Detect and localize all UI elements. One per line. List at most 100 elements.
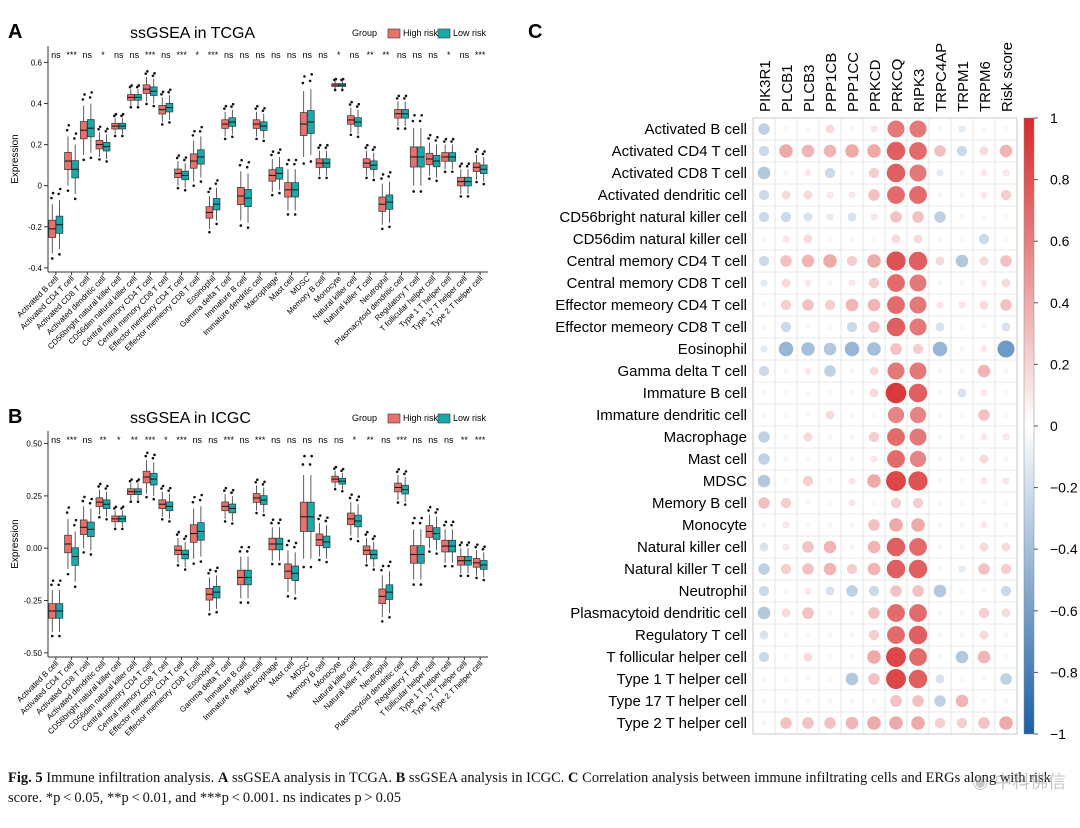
outlier-point (371, 537, 375, 541)
outlier-point (89, 553, 93, 556)
correlation-dot (912, 695, 924, 707)
significance-label: ** (382, 50, 390, 60)
outlier-point (458, 164, 462, 168)
outlier-point (427, 137, 430, 140)
outlier-point (130, 84, 133, 87)
outlier-point (57, 583, 60, 587)
correlation-dot (805, 500, 811, 506)
outlier-point (50, 196, 53, 200)
outlier-point (380, 227, 384, 231)
y-tick-label: 0 (38, 182, 43, 191)
outlier-point (467, 162, 471, 166)
outlier-point (373, 145, 376, 149)
correlation-dot (958, 565, 966, 573)
correlation-dot (823, 540, 837, 554)
correlation-dot (824, 167, 836, 179)
correlation-dot (889, 518, 903, 532)
outlier-point (246, 601, 250, 604)
correlation-dot (937, 236, 943, 242)
correlation-dot (804, 279, 812, 287)
colorbar-tick-label: 0.6 (1050, 233, 1070, 249)
outlier-point (160, 123, 164, 126)
outlier-point (160, 487, 163, 490)
significance-label: ns (444, 435, 454, 445)
correlation-dot (1003, 214, 1009, 220)
correlation-dot (999, 716, 1013, 730)
outlier-point (349, 537, 353, 541)
correlation-dot (980, 433, 988, 441)
column-label: PLCB3 (801, 64, 818, 112)
y-tick-label: 0.50 (26, 440, 42, 449)
correlation-dot (911, 716, 925, 730)
outlier-point (324, 146, 328, 149)
column-label: PRKCQ (889, 59, 906, 112)
significance-label: ** (99, 435, 107, 445)
significance-label: ns (224, 50, 234, 60)
correlation-dot (846, 585, 858, 597)
correlation-dot (937, 610, 943, 616)
outlier-point (476, 543, 479, 546)
correlation-dot (999, 144, 1013, 158)
outlier-point (83, 93, 86, 96)
outlier-point (121, 134, 124, 138)
correlation-dot (1002, 477, 1010, 485)
outlier-point (58, 634, 61, 638)
correlation-dot (959, 324, 965, 330)
correlation-dot (1001, 608, 1011, 618)
outlier-point (57, 192, 60, 196)
outlier-point (395, 97, 399, 100)
correlation-dot (909, 296, 927, 314)
correlation-dot (804, 587, 812, 595)
correlation-dot (759, 630, 769, 640)
outlier-point (168, 486, 172, 490)
correlation-dot (959, 368, 965, 374)
correlation-dot (909, 120, 927, 138)
correlation-dot (801, 254, 815, 268)
outlier-point (428, 505, 432, 509)
correlation-dot (868, 167, 880, 179)
column-label: RIPK3 (911, 69, 928, 112)
row-label: Central memory CD8 T cell (567, 275, 747, 292)
correlation-dot (827, 236, 833, 242)
outlier-point (325, 560, 328, 564)
caption-b: B (395, 770, 406, 786)
significance-label: *** (396, 435, 407, 445)
outlier-point (372, 178, 376, 182)
correlation-dot (780, 211, 792, 223)
outlier-point (467, 541, 471, 544)
outlier-point (208, 187, 212, 190)
significance-label: ns (51, 435, 61, 445)
correlation-dot (849, 544, 855, 550)
outlier-point (364, 533, 368, 536)
outlier-point (98, 125, 102, 129)
correlation-dot (825, 410, 835, 420)
row-label: Activated B cell (644, 121, 747, 138)
outlier-point (74, 132, 78, 135)
correlation-dot (805, 390, 811, 396)
outlier-point (160, 92, 163, 96)
outlier-point (381, 173, 385, 176)
correlation-dot (979, 146, 989, 156)
outlier-point (419, 583, 423, 586)
colorbar-tick-label: −0.2 (1050, 480, 1078, 496)
outlier-point (458, 543, 462, 547)
chart-title: ssGSEA in ICGC (130, 410, 251, 427)
outlier-point (200, 493, 203, 497)
outlier-point (341, 489, 344, 493)
chart-title: ssGSEA in TCGA (130, 25, 255, 42)
correlation-dot (846, 255, 858, 267)
correlation-dot (887, 296, 905, 314)
outlier-point (333, 467, 336, 470)
outlier-point (239, 601, 243, 604)
outlier-point (114, 112, 118, 116)
correlation-dot (849, 698, 855, 704)
outlier-point (443, 564, 447, 568)
outlier-point (434, 511, 438, 514)
correlation-dot (780, 255, 792, 267)
outlier-point (310, 454, 313, 458)
correlation-dot (802, 717, 814, 729)
outlier-point (271, 150, 275, 153)
outlier-point (341, 77, 345, 81)
row-label: MDSC (703, 473, 747, 490)
correlation-dot (803, 190, 813, 200)
